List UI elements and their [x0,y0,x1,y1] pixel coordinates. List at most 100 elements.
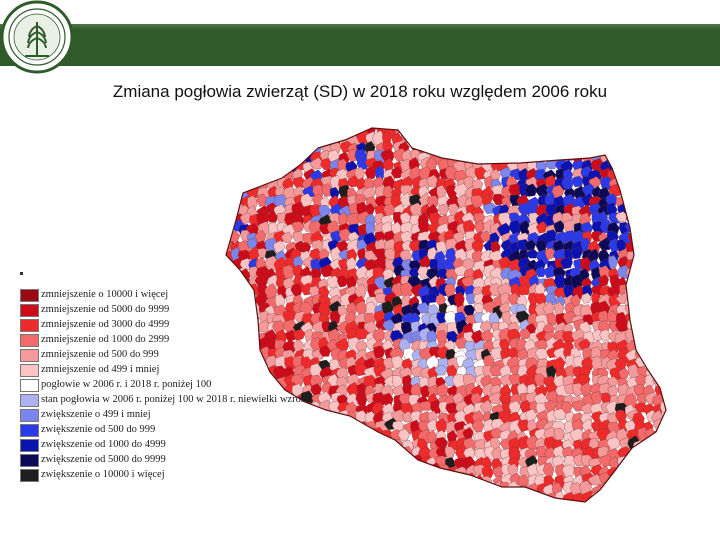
municipality-cell [610,128,622,138]
municipality-cell [484,501,495,502]
municipality-cell [354,283,367,300]
municipality-cell [226,420,233,435]
municipality-cell [645,458,657,472]
municipality-cell [447,498,459,502]
municipality-cell [329,493,342,502]
municipality-cell [308,437,321,452]
municipality-cell [238,375,250,388]
municipality-cell [282,149,297,162]
municipality-cell [346,462,359,477]
municipality-cell [236,312,249,327]
municipality-cell [608,500,623,502]
municipality-cell [588,248,600,261]
municipality-cell [608,481,621,494]
municipality-cell [400,501,414,502]
municipality-cell [230,128,241,138]
municipality-cell [437,474,451,488]
municipality-cell [264,462,279,475]
municipality-cell [655,354,666,370]
municipality-cell [661,142,666,156]
municipality-cell [246,357,258,372]
municipality-cell [226,319,235,337]
municipality-cell [517,501,531,502]
municipality-cell [526,248,539,259]
municipality-cell [464,141,480,155]
municipality-cell [444,375,456,387]
municipality-cell [543,139,556,153]
municipality-cell [653,177,666,193]
municipality-cell [634,160,650,172]
municipality-cell [321,419,333,432]
legend-swatch [20,304,39,317]
municipality-cell [226,275,232,289]
municipality-cell [580,500,595,502]
municipality-cell [661,196,666,211]
municipality-cell [436,142,450,157]
municipality-cell [653,257,666,270]
university-seal-icon [0,0,74,74]
municipality-cell [511,130,522,147]
municipality-cell [608,238,620,252]
municipality-cell [373,482,387,496]
municipality-cell [275,491,289,502]
municipality-cell [659,246,666,260]
municipality-cell [499,490,511,502]
municipality-cell [634,177,649,191]
municipality-cell [625,493,639,502]
municipality-cell [481,483,495,498]
municipality-cell [392,466,406,481]
municipality-cell [651,194,666,210]
municipality-cell [228,284,239,296]
municipality-cell [624,167,638,180]
municipality-cell [642,177,654,193]
municipality-cell [581,418,594,433]
municipality-cell [382,489,398,502]
municipality-cell [653,128,664,136]
municipality-cell [597,236,613,251]
municipality-cell [267,417,281,434]
municipality-cell [299,242,312,253]
municipality-cell [490,131,505,148]
municipality-cell [527,133,538,145]
municipality-cell [430,399,443,415]
municipality-cell [483,139,496,154]
municipality-cell [302,446,317,460]
municipality-cell [391,355,404,369]
municipality-cell [304,130,315,146]
header-band [0,24,720,66]
municipality-cell [537,132,549,144]
municipality-cell [544,399,557,413]
municipality-cell [607,376,618,387]
municipality-cell [330,500,343,502]
municipality-cell [563,219,575,232]
municipality-cell [464,501,479,502]
municipality-cell [445,139,456,152]
municipality-cell [636,133,647,148]
municipality-cell [403,347,417,363]
legend-label: zmniejszenie od 5000 do 9999 [41,304,170,315]
municipality-cell [479,128,493,137]
municipality-cell [660,211,666,225]
municipality-cell [545,500,556,502]
municipality-cell [226,366,233,379]
municipality-cell [497,142,510,160]
municipality-cell [471,132,486,148]
municipality-cell [642,268,657,281]
municipality-cell [230,503,242,517]
municipality-cell [636,242,651,256]
municipality-cell [411,484,426,497]
municipality-cell [654,294,666,311]
municipality-cell [560,139,572,153]
legend-swatch [20,379,39,392]
municipality-cell [255,141,268,154]
municipality-cell [651,330,664,343]
municipality-cell [632,282,646,297]
municipality-cell [605,193,618,208]
municipality-cell [273,446,287,459]
municipality-cell [463,304,476,317]
municipality-cell [428,472,442,487]
municipality-cell [227,337,243,352]
municipality-cell [222,503,233,517]
municipality-cell [562,464,576,478]
municipality-cell [664,313,666,325]
